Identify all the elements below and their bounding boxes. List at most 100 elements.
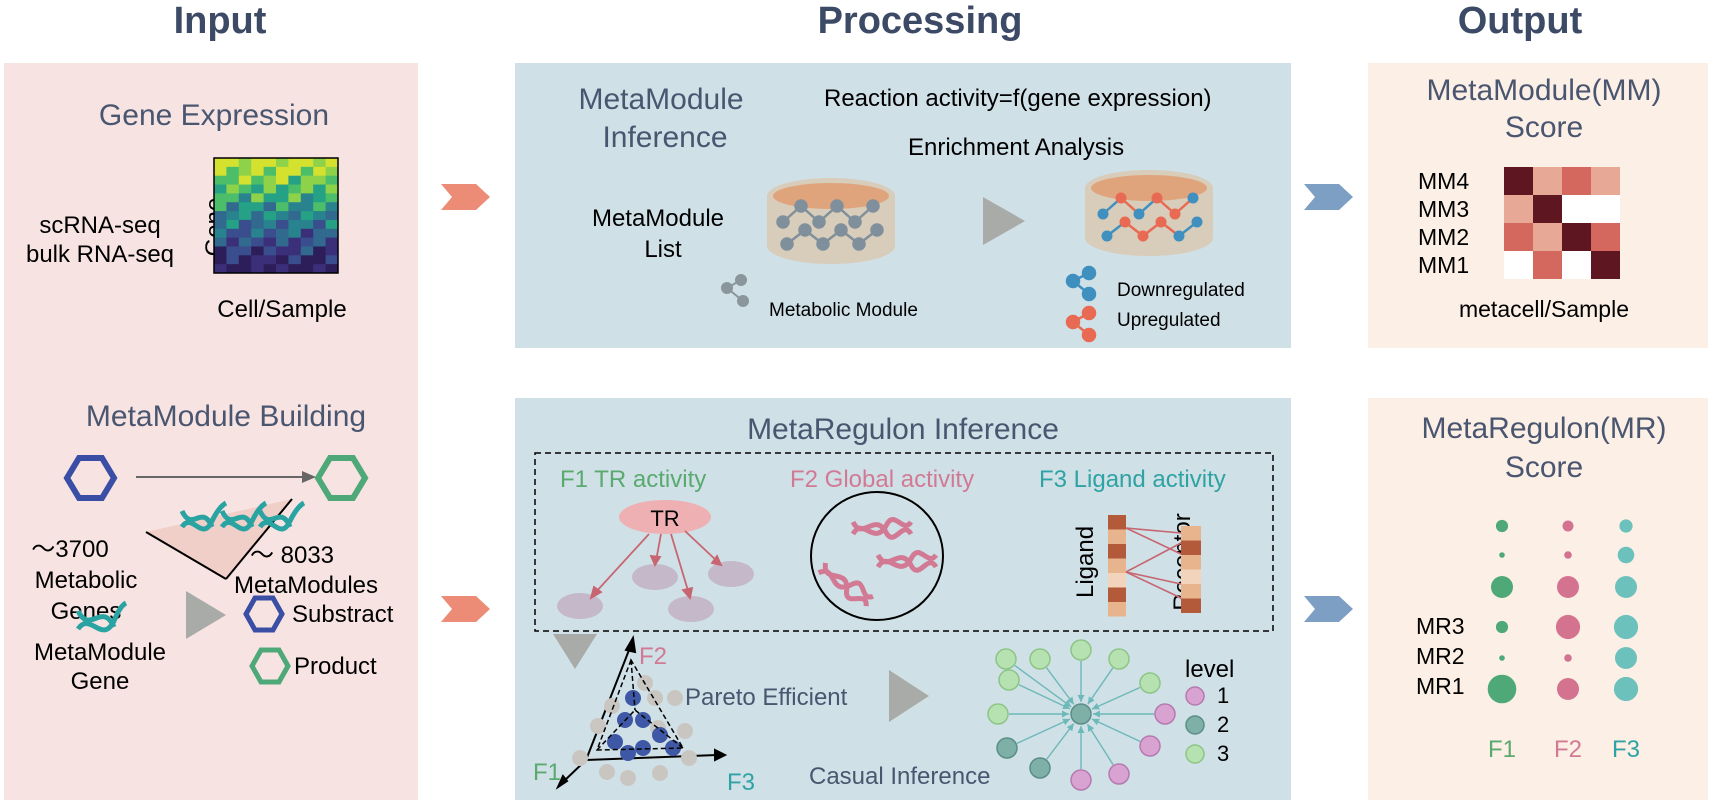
arrow-input-to-mm-icon	[441, 184, 490, 210]
enriched-database-icon	[1085, 170, 1213, 256]
mm-heatmap-cell	[1562, 195, 1591, 223]
network-node	[834, 223, 848, 237]
heatmap-cell	[313, 175, 327, 186]
heatmap-cell	[325, 211, 339, 221]
causal-node	[1070, 639, 1092, 661]
mm-heatmap-cell	[1591, 223, 1620, 251]
heatmap-cell	[251, 211, 265, 221]
heatmap-cell	[300, 237, 314, 247]
heatmap-cell	[214, 158, 227, 168]
heatmap-cell	[214, 166, 227, 177]
heatmap-cell	[263, 211, 277, 221]
downregulated-label: Downregulated	[1117, 280, 1245, 301]
metabolic-module-label: Metabolic Module	[769, 300, 918, 321]
heatmap-cell	[313, 219, 327, 230]
heatmap-cell	[276, 202, 289, 212]
heatmap-cell	[276, 184, 289, 194]
mm-heatmap-cell	[1504, 167, 1533, 195]
heatmap-cell	[276, 175, 289, 186]
causal-edge	[1018, 684, 1071, 710]
metamodule-list-label-2: List	[644, 236, 682, 263]
downregulated-icon	[1065, 265, 1097, 302]
causal-edge	[1086, 723, 1114, 766]
heatmap-cell	[276, 246, 289, 256]
f1-title: F1 TR activity	[560, 466, 706, 493]
heatmap-cell	[300, 219, 314, 230]
heatmap-cell	[325, 184, 339, 194]
heatmap-cell	[276, 193, 289, 203]
heatmap-cell	[325, 166, 339, 177]
mm-score-heatmap	[1504, 167, 1620, 279]
heatmap-cell	[214, 193, 227, 203]
mr-col-label-f2: F2	[1554, 736, 1582, 763]
upregulated-icon	[1065, 305, 1097, 343]
heatmap-cell	[288, 255, 302, 265]
receptor-cell	[1181, 584, 1201, 599]
mm-heatmap-cell	[1562, 223, 1591, 251]
metabolic-genes-count: ～3700	[31, 536, 108, 563]
heatmap-cell	[238, 175, 252, 186]
heatmap-cell	[313, 211, 327, 221]
heatmap-cell	[288, 193, 302, 203]
heatmap-cell	[263, 202, 277, 212]
causal-node	[1029, 648, 1051, 670]
pareto-blue-point	[607, 734, 623, 750]
mr-score-title-2: Score	[1505, 451, 1583, 484]
causal-node	[1139, 735, 1161, 757]
dna-helix-icon-1	[179, 500, 228, 532]
heatmap-cell	[300, 228, 314, 239]
heatmap-cell	[214, 184, 227, 194]
ligand-label: Ligand	[1072, 526, 1099, 598]
legend-gene-label-1: MetaModule	[34, 639, 166, 666]
network-node	[794, 199, 808, 213]
arrow-mr-to-output-icon	[1304, 596, 1353, 622]
heatmap-cell	[313, 255, 327, 265]
funnel-line-right	[225, 498, 293, 580]
heatmap-cell	[263, 184, 277, 194]
heatmap-cell	[251, 158, 265, 168]
heatmap-cell	[251, 193, 265, 203]
global-dna-icon-1	[850, 517, 914, 540]
causal-arrowhead	[1062, 702, 1071, 710]
causal-arrowhead	[1066, 696, 1074, 705]
pareto-gray-point	[599, 764, 615, 780]
heatmap-cell	[313, 202, 327, 212]
network-node	[852, 237, 866, 251]
heatmap-cell	[214, 246, 227, 256]
tr-targets	[557, 561, 754, 622]
pareto-gray-point	[590, 718, 606, 734]
heatmap-cell	[263, 255, 277, 265]
global-dna-icon-3	[817, 562, 874, 607]
mr-dot	[1557, 678, 1579, 700]
heatmap-cell	[313, 158, 327, 168]
heatmap-cell	[263, 175, 277, 186]
mr-score-panel: MetaRegulon(MR) Score MR3 MR2 MR1 F1 F2 …	[1368, 398, 1708, 800]
metabolic-genes-label-1: Metabolic	[35, 567, 138, 594]
mr-dot	[1617, 546, 1635, 564]
heatmap-cell	[276, 237, 289, 247]
heatmap-cell	[288, 211, 302, 221]
mm-row-label-4: MM4	[1418, 168, 1469, 194]
pareto-gray-point	[620, 770, 636, 786]
heatmap-cell	[263, 246, 277, 256]
f3-title: F3 Ligand activity	[1039, 466, 1226, 493]
ligand-receptor-arrows	[1125, 527, 1182, 599]
method-scrna: scRNA-seq	[39, 212, 160, 239]
pareto-gray-point	[572, 750, 588, 766]
mr-dot	[1564, 551, 1572, 559]
causal-arrowhead	[1066, 723, 1074, 732]
mr-dot-plot	[1487, 519, 1639, 704]
ligand-column	[1108, 515, 1126, 617]
reaction-formula: Reaction activity=f(gene expression)	[824, 85, 1212, 112]
mm-heatmap-cell	[1591, 251, 1620, 279]
mr-dot	[1613, 614, 1639, 640]
heatmap-cell	[214, 202, 227, 212]
heatmap-cell	[325, 219, 339, 230]
pareto-blue-point	[635, 712, 651, 728]
heatmap-cell	[263, 219, 277, 230]
heatmap-cell	[226, 237, 240, 247]
tr-label: TR	[650, 506, 679, 531]
heatmap-cell	[276, 264, 289, 274]
heatmap-cell	[226, 228, 240, 239]
mm-heatmap-cell	[1533, 223, 1562, 251]
